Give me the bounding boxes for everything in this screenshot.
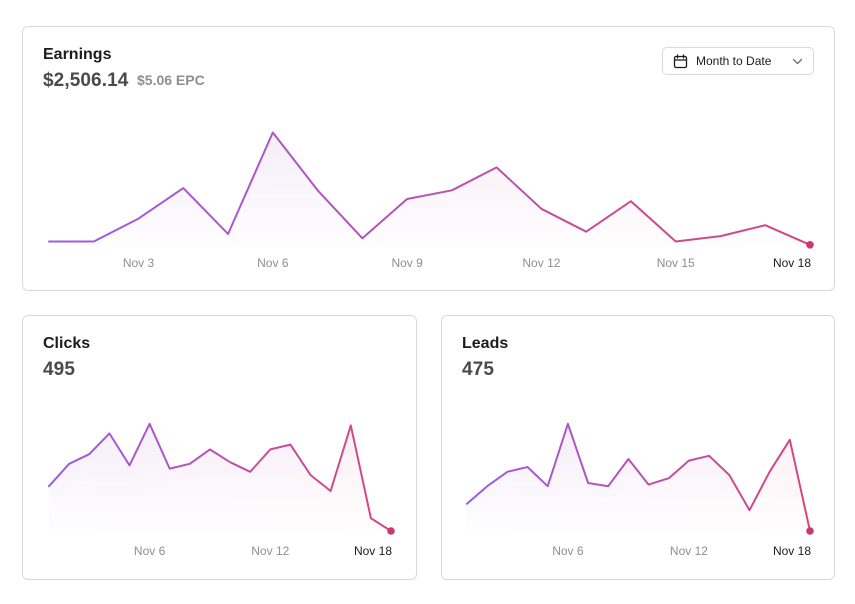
clicks-series-line (48, 422, 392, 532)
clicks-card: Clicks 495 Nov 6 Nov 12 Nov 18 (22, 315, 417, 580)
earnings-last-point[interactable] (806, 241, 814, 249)
date-range-dropdown[interactable]: Month to Date (662, 47, 814, 75)
earnings-x-tick-label: Nov 9 (391, 256, 423, 270)
earnings-value: $2,506.14 (43, 70, 129, 91)
clicks-area (49, 423, 391, 531)
earnings-x-tick-label: Nov 15 (657, 256, 695, 270)
leads-x-tick-label: Nov 6 (552, 544, 584, 558)
earnings-x-tick-label: Nov 3 (123, 256, 155, 270)
earnings-epc: $5.06 EPC (137, 72, 205, 88)
leads-value: 475 (462, 359, 495, 380)
leads-x-tick-label: Nov 18 (773, 544, 811, 558)
leads-area (467, 423, 810, 531)
earnings-area (49, 132, 810, 247)
leads-last-point[interactable] (806, 527, 814, 535)
leads-card: Leads 475 Nov 6 Nov 12 Nov 18 (441, 315, 835, 580)
earnings-x-tick-label: Nov 12 (522, 256, 560, 270)
date-range-label: Month to Date (696, 54, 772, 68)
leads-series-line (466, 422, 811, 532)
earnings-chart: Nov 3 Nov 6 Nov 9 Nov 12 Nov 15 Nov 18 (48, 131, 814, 270)
earnings-card: Earnings $2,506.14 $5.06 EPC Month to Da… (22, 26, 835, 291)
clicks-title: Clicks (43, 335, 91, 352)
clicks-x-tick-label: Nov 6 (134, 544, 166, 558)
clicks-last-point[interactable] (387, 527, 395, 535)
calendar-icon (673, 53, 688, 68)
clicks-chart: Nov 6 Nov 12 Nov 18 (48, 422, 395, 558)
leads-x-tick-label: Nov 12 (670, 544, 708, 558)
earnings-title: Earnings (43, 46, 112, 63)
leads-title: Leads (462, 335, 509, 352)
earnings-x-tick-label: Nov 18 (773, 256, 811, 270)
clicks-x-tick-label: Nov 12 (251, 544, 289, 558)
earnings-x-tick-label: Nov 6 (257, 256, 289, 270)
earnings-series-line (48, 131, 811, 246)
clicks-value: 495 (43, 359, 76, 380)
clicks-x-tick-label: Nov 18 (354, 544, 392, 558)
leads-chart: Nov 6 Nov 12 Nov 18 (466, 422, 814, 558)
chevron-down-icon (792, 58, 803, 65)
